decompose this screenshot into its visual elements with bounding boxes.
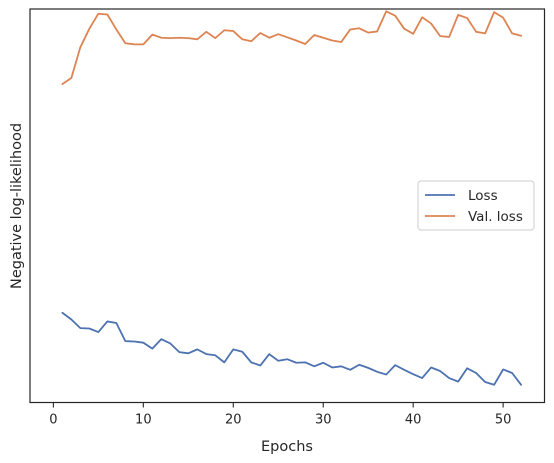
legend-label-loss: Loss	[468, 188, 498, 204]
legend-label-val-loss: Val. loss	[468, 209, 523, 225]
series-line-val-loss	[61, 10, 523, 86]
series-layer	[61, 10, 523, 386]
x-tick-label: 40	[405, 413, 422, 428]
y-axis-label: Negative log-likelihood	[9, 123, 25, 289]
x-tick-label: 20	[225, 413, 242, 428]
x-tick-label: 50	[495, 413, 512, 428]
x-axis-ticks: 0 10 20 30 40 50	[49, 402, 512, 428]
x-tick-label: 0	[49, 413, 57, 428]
legend: Loss Val. loss	[417, 180, 535, 231]
x-tick-label: 10	[135, 413, 152, 428]
series-line-loss	[61, 311, 523, 386]
legend-box	[417, 180, 535, 231]
x-tick-label: 30	[315, 413, 332, 428]
x-axis-label: Epochs	[261, 439, 313, 455]
plot-frame	[29, 8, 546, 404]
